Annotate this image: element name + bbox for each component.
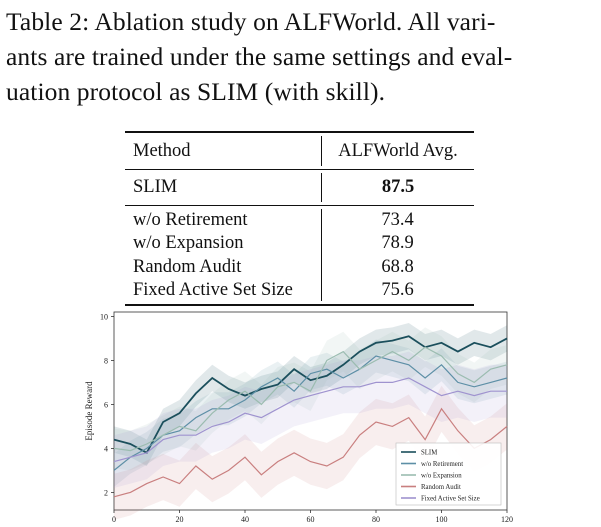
- legend-label: w/o Retirement: [421, 461, 463, 468]
- legend-label: SLIM: [421, 450, 437, 457]
- table-row: Random Audit 68.8: [125, 256, 474, 279]
- series-line: [113, 377, 507, 463]
- series-line: [113, 335, 508, 455]
- y-tick-label: 6: [104, 400, 108, 409]
- row-value: 78.9: [381, 233, 414, 254]
- y-tick-label: 2: [104, 488, 108, 497]
- series-band: [114, 385, 507, 520]
- table-header-row: Method ALFWorld Avg.: [125, 133, 474, 169]
- row-value: 75.6: [381, 280, 414, 301]
- x-tick-label: 20: [176, 515, 184, 522]
- table-row: Fixed Active Set Size 75.6: [125, 279, 474, 302]
- series-line: [113, 355, 508, 471]
- column-separator: [321, 209, 322, 302]
- series-line: [113, 346, 508, 452]
- table-ablation-group: w/o Retirement 73.4 w/o Expansion 78.9 R…: [125, 206, 474, 304]
- column-separator: [321, 136, 322, 166]
- row-method: w/o Expansion: [133, 233, 244, 254]
- x-tick-label: 0: [112, 515, 116, 522]
- table-row: w/o Expansion 78.9: [125, 232, 474, 255]
- series-band: [114, 339, 507, 487]
- caption-line-1: Table 2: Ablation study on ALFWorld. All…: [6, 7, 496, 36]
- row-method: Fixed Active Set Size: [133, 280, 293, 301]
- episode-reward-chart: 2 4 6 8 10 0 20 40 60 80 100 120 Episode Reward SLIM w…: [0, 306, 601, 524]
- row-method: SLIM: [133, 177, 178, 197]
- table-caption: Table 2: Ablation study on ALFWorld. All…: [6, 4, 596, 109]
- table-row: w/o Retirement 73.4: [125, 209, 474, 232]
- table-row-slim: SLIM 87.5: [125, 170, 474, 205]
- table-top-rule: [125, 131, 474, 133]
- y-tick-label: 4: [104, 444, 108, 453]
- series-band: [114, 323, 507, 466]
- y-tick-label: 10: [100, 312, 108, 321]
- row-value: 68.8: [381, 256, 414, 277]
- x-tick-label: 120: [501, 515, 513, 522]
- row-value: 87.5: [381, 177, 415, 197]
- header-method: Method: [133, 140, 191, 161]
- row-method: Random Audit: [133, 256, 242, 277]
- legend-label: w/o Expansion: [421, 473, 462, 480]
- table-bottom-rule: [125, 304, 474, 307]
- x-tick-label: 80: [372, 515, 380, 522]
- series-line: [113, 407, 508, 498]
- column-separator: [321, 173, 322, 202]
- series-band: [114, 327, 507, 471]
- y-tick-label: 8: [104, 356, 108, 365]
- x-tick-label: 60: [307, 515, 315, 522]
- row-method: w/o Retirement: [133, 210, 248, 231]
- table-header-rule: [125, 169, 474, 170]
- series-band: [114, 351, 507, 488]
- header-score: ALFWorld Avg.: [338, 140, 458, 161]
- legend-label: Random Audit: [421, 484, 461, 491]
- y-axis-label: Episode Reward: [84, 381, 94, 441]
- x-tick-label: 100: [436, 515, 448, 522]
- x-tick-label: 40: [241, 515, 249, 522]
- legend-box: [395, 442, 502, 506]
- row-value: 73.4: [381, 210, 414, 231]
- ablation-table: Method ALFWorld Avg. SLIM 87.5 w/o Retir…: [125, 131, 474, 307]
- caption-line-3: uation protocol as SLIM (with skill).: [6, 77, 386, 106]
- caption-line-2: ants are trained under the same settings…: [6, 42, 513, 71]
- table-mid-rule: [125, 205, 474, 206]
- legend-label: Fixed Active Set Size: [421, 496, 480, 503]
